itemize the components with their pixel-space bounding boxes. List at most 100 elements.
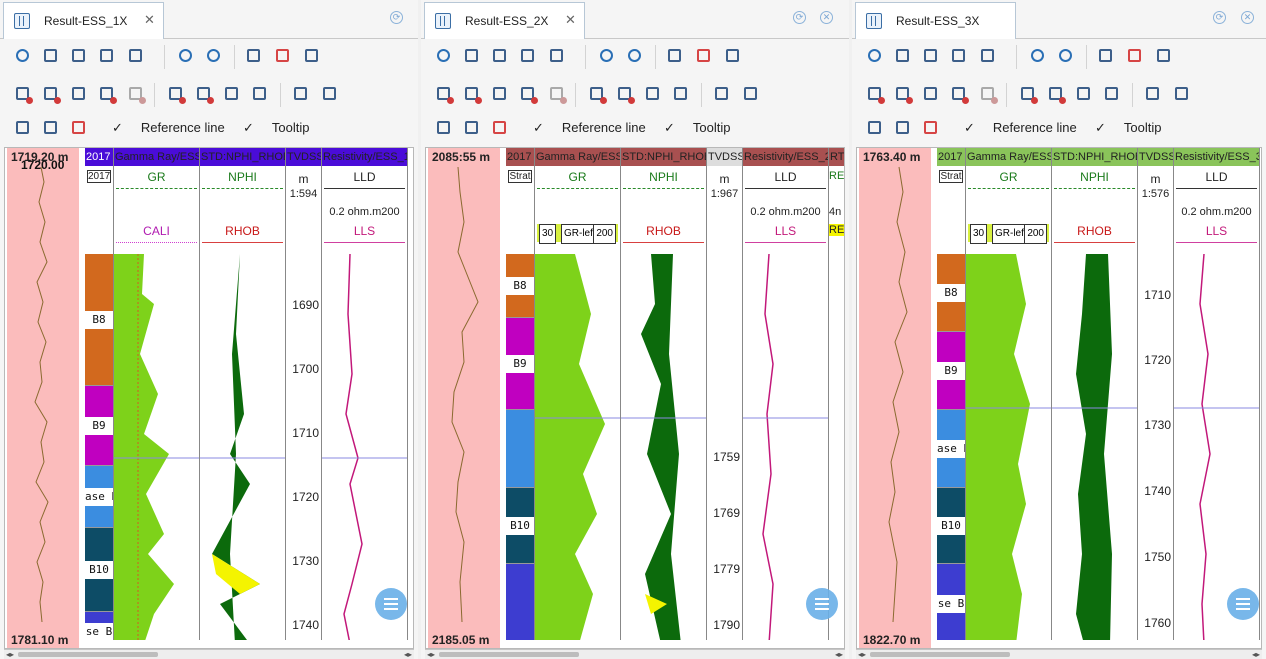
- list-icon[interactable]: [69, 46, 89, 66]
- log-plot[interactable]: 2085:55 m 2185.05 m 2017 Strat Gamma Ray…: [425, 147, 845, 649]
- add-text-icon[interactable]: [166, 84, 186, 104]
- bar-chart-icon[interactable]: [1172, 84, 1192, 104]
- split-icon[interactable]: [671, 84, 691, 104]
- depth-track-header[interactable]: TVDSS m 1:576: [1138, 148, 1174, 254]
- add-track-icon[interactable]: [13, 84, 33, 104]
- list-icon[interactable]: [921, 46, 941, 66]
- reference-line-toggle[interactable]: ✓ Reference line: [964, 120, 1077, 135]
- reference-left-icon[interactable]: [1096, 46, 1116, 66]
- scatter-icon[interactable]: [291, 84, 311, 104]
- add-depth-icon[interactable]: [490, 84, 510, 104]
- strat-track-header[interactable]: 2017 2017: [85, 148, 114, 254]
- reference-line-toggle[interactable]: ✓ Reference line: [112, 120, 225, 135]
- restore-icon[interactable]: ⟳: [793, 11, 806, 24]
- edit-curve-icon[interactable]: [41, 118, 61, 138]
- print-icon[interactable]: [97, 46, 117, 66]
- reference-right-icon[interactable]: [723, 46, 743, 66]
- close-view-icon[interactable]: ✕: [820, 11, 833, 24]
- strat-track[interactable]: B8 B9 ase B B10 se B: [85, 254, 114, 640]
- bar-chart-icon[interactable]: [320, 84, 340, 104]
- zone-b10[interactable]: B10: [937, 488, 965, 564]
- add-curve-icon[interactable]: [462, 84, 482, 104]
- add-text-icon[interactable]: [587, 84, 607, 104]
- stretch-icon[interactable]: [1125, 46, 1145, 66]
- list-icon[interactable]: [490, 46, 510, 66]
- tooltip-toggle[interactable]: ✓ Tooltip: [664, 120, 731, 135]
- tab-result-ess-3x[interactable]: Result-ESS_3X: [855, 2, 1016, 39]
- stretch-icon[interactable]: [273, 46, 293, 66]
- split-icon[interactable]: [250, 84, 270, 104]
- horizontal-scrollbar[interactable]: ◂▸ ◂▸: [4, 649, 414, 659]
- add-text-icon[interactable]: [1018, 84, 1038, 104]
- nphi-track-header[interactable]: STD:NPHI_RHOB NPHI 0.6v/v0 RHOB: [621, 148, 707, 254]
- zoom-in-icon[interactable]: [176, 46, 196, 66]
- add-column-icon[interactable]: [222, 84, 242, 104]
- nphi-track[interactable]: [621, 254, 707, 640]
- edit-style-icon[interactable]: [69, 118, 89, 138]
- zone-b8[interactable]: B8: [937, 254, 965, 332]
- zone-b8[interactable]: B8: [506, 254, 534, 318]
- zone-b10[interactable]: B10: [506, 488, 534, 564]
- edit-curve-icon[interactable]: [462, 118, 482, 138]
- scatter-icon[interactable]: [1143, 84, 1163, 104]
- nphi-track-header[interactable]: STD:NPHI_RHOB NPHI 0.6v/v0 RHOB: [200, 148, 286, 254]
- add-track-icon[interactable]: [434, 84, 454, 104]
- zone-base-b9[interactable]: [506, 410, 534, 488]
- depth-track-header[interactable]: TVDSS m 1:967: [707, 148, 743, 254]
- res-track-header[interactable]: Resistivity/ESS_1X LLD 0.2 ohm.m200 LLS: [322, 148, 408, 254]
- refresh-icon[interactable]: [434, 46, 454, 66]
- horizontal-scrollbar[interactable]: ◂▸ ◂▸: [856, 649, 1262, 659]
- edit-style-icon[interactable]: [921, 118, 941, 138]
- overview-strip[interactable]: 1719.20 m 1720.00 1781.10 m: [7, 148, 79, 648]
- reference-left-icon[interactable]: [244, 46, 264, 66]
- depth-track-header[interactable]: TVDSS m 1:594: [286, 148, 322, 254]
- zoom-in-icon[interactable]: [597, 46, 617, 66]
- add-image-icon[interactable]: [615, 84, 635, 104]
- zone-base-b9[interactable]: ase B: [937, 410, 965, 488]
- res-track[interactable]: [1174, 254, 1260, 640]
- tooltip-toggle[interactable]: ✓ Tooltip: [1095, 120, 1162, 135]
- add-column-icon[interactable]: [643, 84, 663, 104]
- zoom-out-icon[interactable]: [625, 46, 645, 66]
- extra-track-header[interactable]: RT RE 4n RE: [829, 148, 844, 254]
- log-plot[interactable]: 1719.20 m 1720.00 1781.10 m 2017 2017 Ga…: [4, 147, 414, 649]
- edit-curve-icon[interactable]: [893, 118, 913, 138]
- gr-track[interactable]: [114, 254, 200, 640]
- depth-track[interactable]: 1690 1700 1710 1720 1730 1740: [286, 254, 322, 640]
- zoom-out-icon[interactable]: [1056, 46, 1076, 66]
- tooltip-toggle[interactable]: ✓ Tooltip: [243, 120, 310, 135]
- zone-b9[interactable]: B9: [937, 332, 965, 410]
- depth-track[interactable]: 1759 1769 1779 1790: [707, 254, 743, 640]
- print-icon[interactable]: [949, 46, 969, 66]
- reference-line-toggle[interactable]: ✓ Reference line: [533, 120, 646, 135]
- edit-style-icon[interactable]: [490, 118, 510, 138]
- edit-track-icon[interactable]: [865, 118, 885, 138]
- tab-result-ess-2x[interactable]: Result-ESS_2X ✕: [424, 2, 585, 39]
- zone-base-b10[interactable]: se B: [937, 564, 965, 640]
- menu-icon[interactable]: [375, 588, 407, 620]
- dropdown-icon[interactable]: [547, 46, 575, 66]
- tab-result-ess-1x[interactable]: Result-ESS_1X ✕: [3, 2, 164, 39]
- strat-track[interactable]: B8 B9 ase B B10 se B: [937, 254, 966, 640]
- close-icon[interactable]: ✕: [144, 12, 155, 27]
- zone-b8[interactable]: B8: [85, 254, 113, 386]
- add-image-icon[interactable]: [194, 84, 214, 104]
- depth-track[interactable]: 1710 1720 1730 1740 1750 1760: [1138, 254, 1174, 640]
- add-image-icon[interactable]: [1046, 84, 1066, 104]
- res-track[interactable]: [743, 254, 829, 640]
- overview-strip[interactable]: 2085:55 m 2185.05 m: [428, 148, 500, 648]
- reference-right-icon[interactable]: [302, 46, 322, 66]
- add-depth-icon[interactable]: [69, 84, 89, 104]
- save-icon[interactable]: [893, 46, 913, 66]
- nphi-track-header[interactable]: STD:NPHI_RHOB NPHI 0.6v/v0 RHOB: [1052, 148, 1138, 254]
- split-icon[interactable]: [1102, 84, 1122, 104]
- reference-left-icon[interactable]: [665, 46, 685, 66]
- menu-icon[interactable]: [1227, 588, 1259, 620]
- strat-track-header[interactable]: 2017 Strat: [937, 148, 966, 254]
- zone-b9[interactable]: B9: [506, 318, 534, 410]
- close-icon[interactable]: ✕: [565, 12, 576, 27]
- close-view-icon[interactable]: ✕: [1241, 11, 1254, 24]
- scatter-icon[interactable]: [712, 84, 732, 104]
